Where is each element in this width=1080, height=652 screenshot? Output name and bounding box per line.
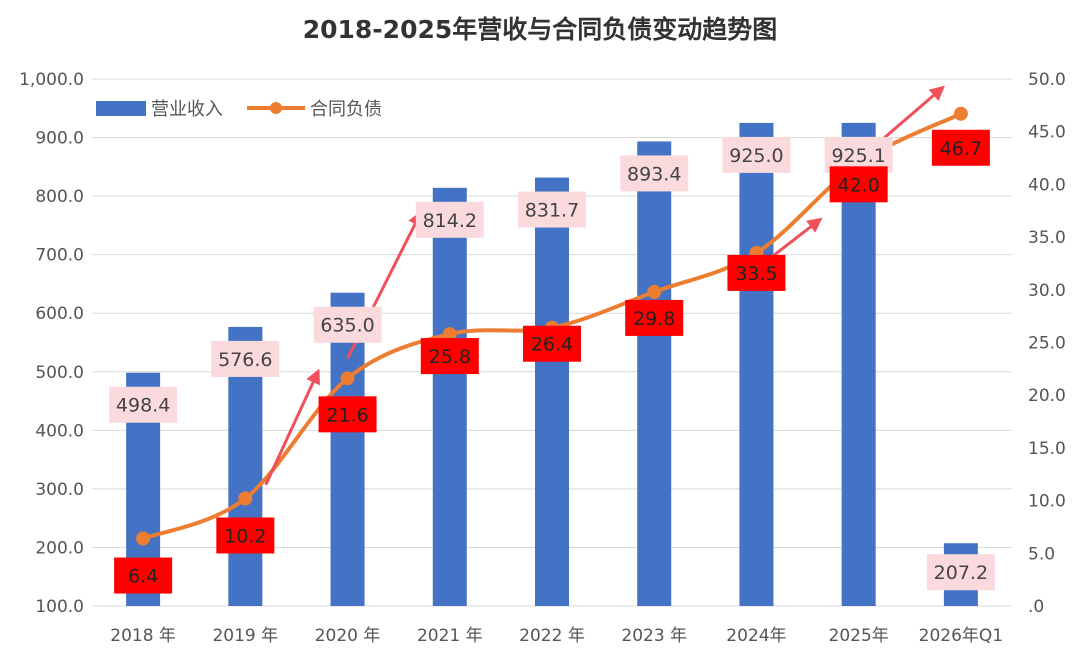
left-tick-label: 700.0 bbox=[35, 246, 84, 266]
revenue-labels: 498.4 576.6 635.0 814.2 831.7 893.4 925.0 925.1… bbox=[109, 136, 995, 591]
revenue-bar bbox=[637, 141, 672, 606]
revenue-label: 925.1 bbox=[831, 145, 885, 167]
right-tick-label: 10.0 bbox=[1028, 492, 1066, 512]
liability-point bbox=[953, 106, 968, 121]
revenue-label: 893.4 bbox=[627, 163, 681, 185]
liability-label: 10.2 bbox=[224, 525, 266, 547]
liability-label: 46.7 bbox=[940, 138, 982, 160]
liability-label: 42.0 bbox=[838, 174, 880, 196]
category-label: 2023 年 bbox=[621, 626, 687, 646]
revenue-label: 831.7 bbox=[525, 200, 579, 222]
revenue-bar bbox=[841, 122, 876, 607]
category-axis: 2018 年 2019 年 2020 年 2021 年 2022 年 2023 年 2024… bbox=[110, 626, 1003, 646]
right-tick-label: 5.0 bbox=[1028, 544, 1055, 564]
trend-arrow bbox=[878, 85, 945, 144]
trend-arrow bbox=[264, 368, 320, 486]
revenue-label: 925.0 bbox=[729, 145, 783, 167]
revenue-label-bg bbox=[313, 306, 382, 343]
legend-swatch-revenue bbox=[96, 101, 146, 116]
left-tick-label: 800.0 bbox=[35, 187, 84, 207]
liability-label: 6.4 bbox=[128, 566, 158, 588]
category-label: 2018 年 bbox=[110, 626, 176, 646]
left-tick-label: 500.0 bbox=[35, 363, 84, 383]
right-tick-label: 45.0 bbox=[1028, 123, 1066, 143]
category-label: 2021 年 bbox=[417, 626, 483, 646]
revenue-bar bbox=[739, 122, 774, 607]
left-axis: 100.0 200.0 300.0 400.0 500.0 600.0 700.0 800.0… bbox=[19, 70, 84, 617]
liability-point bbox=[136, 531, 151, 546]
right-tick-label: 40.0 bbox=[1028, 175, 1066, 195]
legend-label-revenue: 营业收入 bbox=[151, 99, 223, 120]
right-tick-label: 50.0 bbox=[1028, 70, 1066, 90]
revenue-bar bbox=[535, 177, 569, 606]
right-tick-label: 30.0 bbox=[1028, 281, 1066, 301]
liability-point bbox=[442, 327, 457, 342]
revenue-label: 498.4 bbox=[116, 395, 170, 417]
left-tick-label: 200.0 bbox=[35, 538, 84, 558]
liability-point bbox=[647, 284, 662, 299]
left-tick-label: 100.0 bbox=[35, 597, 84, 617]
revenue-label: 576.6 bbox=[218, 349, 272, 371]
liability-label: 33.5 bbox=[735, 263, 777, 285]
left-tick-label: 300.0 bbox=[35, 480, 84, 500]
revenue-label-bg bbox=[109, 386, 178, 423]
liability-label-bg bbox=[727, 254, 786, 291]
liability-point bbox=[238, 491, 253, 506]
revenue-label-bg bbox=[518, 191, 586, 228]
revenue-label-bg bbox=[211, 340, 280, 377]
liability-label-bg bbox=[114, 557, 173, 594]
revenue-label-bg bbox=[620, 155, 689, 192]
category-label: 2026年Q1 bbox=[919, 626, 1003, 646]
revenue-label: 814.2 bbox=[423, 210, 477, 232]
left-tick-label: 600.0 bbox=[35, 304, 84, 324]
revenue-label-bg bbox=[415, 201, 484, 238]
left-tick-label: 400.0 bbox=[35, 421, 84, 441]
liability-labels: 6.4 10.2 21.6 25.8 26.4 29.8 33.5 42.0 46.7 bbox=[114, 129, 990, 594]
right-axis: .0 5.0 10.0 15.0 20.0 25.0 30.0 35.0 40.0 45.0 50.… bbox=[1028, 70, 1066, 617]
right-tick-label: 20.0 bbox=[1028, 386, 1066, 406]
liability-label-bg bbox=[625, 299, 684, 336]
revenue-label-bg bbox=[926, 554, 995, 591]
liability-label: 21.6 bbox=[326, 404, 368, 426]
legend: 营业收入 合同负债 bbox=[96, 99, 382, 120]
category-label: 2022 年 bbox=[519, 626, 585, 646]
left-tick-label: 1,000.0 bbox=[19, 70, 84, 90]
liability-label: 25.8 bbox=[429, 346, 471, 368]
right-tick-label: 35.0 bbox=[1028, 228, 1066, 248]
left-tick-label: 900.0 bbox=[35, 129, 84, 149]
liability-label: 26.4 bbox=[531, 334, 573, 356]
right-tick-label: 25.0 bbox=[1028, 334, 1066, 354]
liability-point bbox=[340, 371, 355, 386]
chart-title: 2018-2025年营收与合同负债变动趋势图 bbox=[303, 15, 778, 44]
liability-label-bg bbox=[931, 129, 990, 166]
category-label: 2024年 bbox=[726, 626, 786, 646]
liability-label-bg bbox=[216, 517, 275, 554]
category-label: 2020 年 bbox=[315, 626, 381, 646]
category-label: 2019 年 bbox=[212, 626, 278, 646]
revenue-label-bg bbox=[722, 136, 791, 173]
liability-label-bg bbox=[318, 396, 377, 433]
liability-label: 29.8 bbox=[633, 308, 675, 330]
revenue-bar bbox=[330, 292, 365, 606]
revenue-bar bbox=[432, 187, 467, 607]
category-label: 2025年 bbox=[829, 626, 889, 646]
liability-label-bg bbox=[523, 325, 581, 362]
revenue-label: 207.2 bbox=[934, 562, 988, 584]
right-tick-label: 15.0 bbox=[1028, 439, 1066, 459]
legend-label-liability: 合同负债 bbox=[310, 99, 382, 120]
right-tick-label: .0 bbox=[1028, 597, 1044, 617]
revenue-label: 635.0 bbox=[320, 315, 374, 337]
legend-marker-liability bbox=[270, 102, 282, 114]
liability-label-bg bbox=[829, 166, 888, 203]
liability-label-bg bbox=[420, 338, 479, 375]
